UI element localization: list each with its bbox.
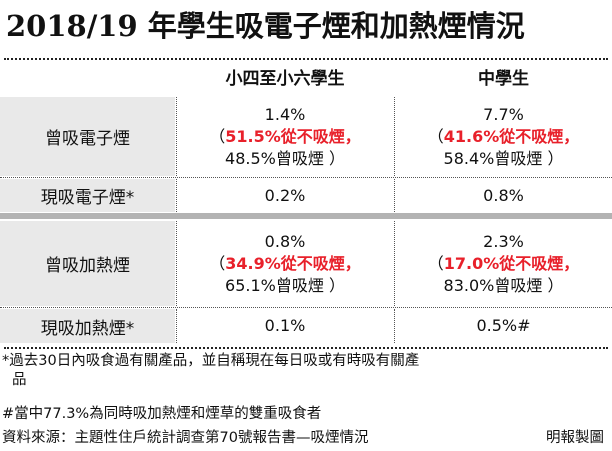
table-row: 曾吸電子煙 1.4% （51.5%從不吸煙， 48.5%曾吸煙 ） 7.7% （…: [0, 97, 612, 176]
row-label: 曾吸電子煙: [0, 97, 175, 176]
column-divider: [176, 309, 177, 343]
footnote-current-user-cont: 品: [12, 372, 27, 388]
data-cell: 2.3% （17.0%從不吸煙， 83.0%曾吸煙 ）: [395, 221, 612, 306]
open-paren: （: [209, 253, 226, 273]
percent-value: 2.3%: [483, 231, 524, 251]
footnote-divider: [4, 347, 608, 349]
source-note: 資料來源：主題性住戶統計調查第70號報告書—吸煙情況: [2, 430, 369, 446]
row-divider: [0, 177, 612, 178]
section-separator: [0, 213, 612, 219]
data-cell: 0.2%: [264, 185, 306, 205]
never-smoked-value: 34.9%從不吸煙，: [225, 253, 361, 273]
row-divider: [0, 307, 612, 308]
data-cell: 0.8% （34.9%從不吸煙， 65.1%曾吸煙 ）: [177, 221, 393, 306]
title-divider: [4, 58, 608, 60]
open-paren: （: [427, 253, 444, 273]
column-divider: [176, 221, 177, 306]
never-smoked-value: 51.5%從不吸煙，: [225, 126, 361, 146]
column-divider: [394, 97, 395, 176]
column-divider: [394, 179, 395, 212]
row-label: 曾吸加熱煙: [0, 221, 175, 306]
footnote-current-user: *過去30日內吸食過有關產品，並自稱現在每日吸或有時吸有關產: [2, 353, 420, 369]
ever-smoked-value: 58.4%曾吸煙 ）: [443, 148, 564, 168]
column-divider: [394, 309, 395, 343]
row-label: 現吸電子煙*: [0, 179, 175, 212]
data-cell: 1.4% （51.5%從不吸煙， 48.5%曾吸煙 ）: [177, 97, 393, 176]
table-row: 現吸電子煙* 0.2% 0.8%: [0, 179, 612, 212]
column-header-secondary: 中學生: [478, 69, 529, 89]
column-divider: [176, 179, 177, 212]
data-cell: 7.7% （41.6%從不吸煙， 58.4%曾吸煙 ）: [395, 97, 612, 176]
publisher-credit: 明報製圖: [546, 430, 604, 446]
percent-value: 0.8%: [264, 231, 306, 251]
row-label: 現吸加熱煙*: [0, 309, 175, 343]
table-row: 現吸加熱煙* 0.1% 0.5%#: [0, 309, 612, 343]
percent-value: 1.4%: [264, 104, 306, 124]
column-divider: [394, 221, 395, 306]
data-cell: 0.8%: [483, 185, 524, 205]
never-smoked-value: 17.0%從不吸煙，: [443, 253, 580, 273]
ever-smoked-value: 83.0%曾吸煙 ）: [443, 275, 564, 295]
data-cell: 0.1%: [264, 316, 306, 335]
ever-smoked-value: 65.1%曾吸煙 ）: [225, 275, 345, 295]
page-title: 2018/19 年學生吸電子煙和加熱煙情況: [6, 9, 525, 43]
column-divider: [176, 97, 177, 176]
footnote-dual-user: #當中77.3%為同時吸加熱煙和煙草的雙重吸食者: [2, 406, 322, 422]
ever-smoked-value: 48.5%曾吸煙 ）: [225, 148, 345, 168]
table-row: 曾吸加熱煙 0.8% （34.9%從不吸煙， 65.1%曾吸煙 ） 2.3% （…: [0, 221, 612, 306]
open-paren: （: [427, 126, 444, 146]
percent-value: 7.7%: [483, 104, 524, 124]
open-paren: （: [209, 126, 226, 146]
never-smoked-value: 41.6%從不吸煙，: [443, 126, 580, 146]
data-cell: 0.5%#: [476, 316, 531, 335]
column-header-primary: 小四至小六學生: [225, 69, 345, 89]
